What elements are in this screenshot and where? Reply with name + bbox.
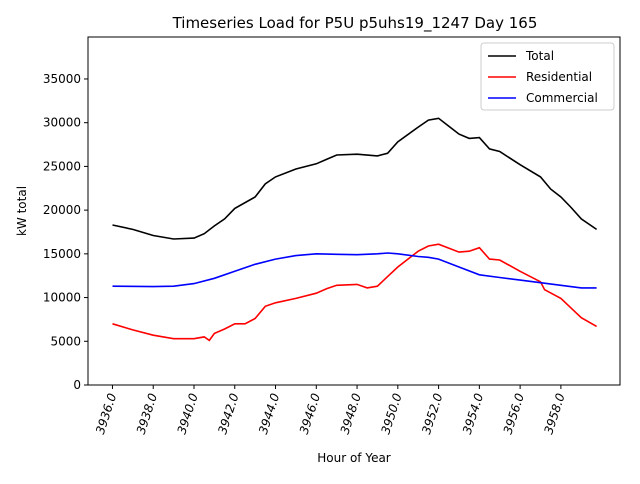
- y-tick-label: 35000: [43, 72, 81, 86]
- x-tick-label: 3946.0: [297, 391, 323, 436]
- x-tick-label: 3952.0: [419, 391, 445, 436]
- x-tick-label: 3954.0: [460, 391, 486, 436]
- series-line-total: [112, 117, 598, 240]
- x-tick-label: 3938.0: [134, 391, 160, 436]
- legend: Total Residential Commercial: [480, 42, 615, 111]
- y-tick-label: 5000: [50, 334, 81, 348]
- legend-label-residential: Residential: [526, 70, 592, 84]
- x-tick-label: 3956.0: [501, 391, 527, 436]
- y-axis-label: kW total: [15, 186, 29, 236]
- x-tick-label: 3942.0: [215, 391, 241, 436]
- y-tick-label: 0: [73, 378, 81, 392]
- y-tick-label: 20000: [43, 203, 81, 217]
- y-tick-label: 15000: [43, 247, 81, 261]
- series-line-residential: [112, 243, 597, 342]
- x-tick-label: 3940.0: [175, 391, 201, 436]
- x-tick-label: 3950.0: [378, 391, 404, 436]
- legend-label-commercial: Commercial: [526, 91, 598, 105]
- x-tick-label: 3936.0: [93, 391, 119, 436]
- x-tick-label: 3948.0: [338, 391, 364, 436]
- legend-label-total: Total: [525, 49, 554, 63]
- chart-title: Timeseries Load for P5U p5uhs19_1247 Day…: [172, 14, 538, 33]
- y-tick-label: 25000: [43, 159, 81, 173]
- x-axis-label: Hour of Year: [317, 451, 391, 465]
- series-line-commercial: [112, 252, 597, 289]
- x-tick-label: 3944.0: [256, 391, 282, 436]
- y-tick-label: 30000: [43, 116, 81, 130]
- x-tick-label: 3958.0: [541, 391, 567, 436]
- legend-box: [480, 42, 615, 111]
- y-tick-label: 10000: [43, 291, 81, 305]
- plot-frame: [87, 36, 621, 386]
